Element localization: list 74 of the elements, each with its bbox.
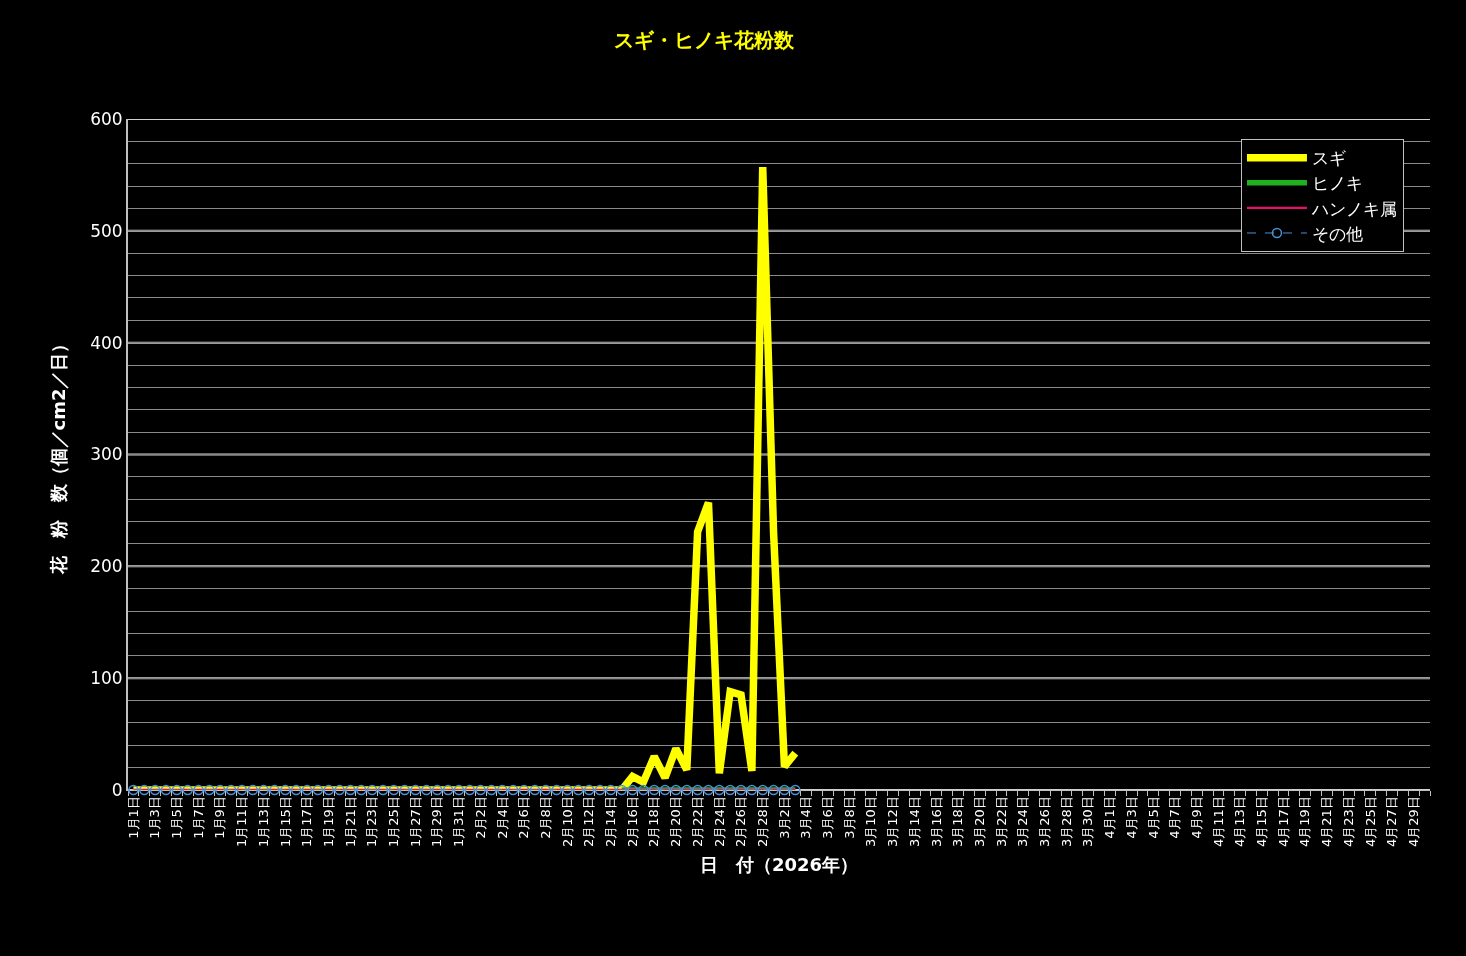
chart-title: スギ・ヒノキ花粉数 (613, 28, 795, 53)
y-tick-label: 0 (111, 779, 123, 800)
legend-label: ヒノキ (1311, 173, 1363, 194)
x-tick-label: 3月4日 (798, 796, 814, 839)
y-tick-label: 300 (90, 444, 123, 465)
legend-label: その他 (1311, 223, 1363, 244)
y-tick-label: 600 (90, 108, 123, 129)
x-tick-label: 4月13日 (1232, 796, 1248, 848)
x-tick-label: 3月14日 (906, 796, 922, 848)
legend-label: スギ (1311, 148, 1346, 169)
x-tick-label: 2月4日 (494, 796, 510, 839)
x-tick-label: 4月27日 (1384, 796, 1400, 848)
x-tick-label: 1月27日 (407, 796, 423, 848)
x-tick-label: 2月14日 (603, 796, 619, 848)
y-tick-label: 100 (90, 668, 123, 689)
x-tick-label: 3月22日 (993, 796, 1009, 848)
y-tick-label: 400 (90, 332, 123, 353)
x-tick-label: 3月28日 (1058, 796, 1074, 848)
x-tick-label: 2月10日 (559, 796, 575, 848)
legend-label: ハンノキ属 (1310, 198, 1397, 219)
x-tick-label: 2月8日 (537, 796, 553, 839)
x-tick-label: 3月8日 (841, 796, 857, 839)
x-tick-label: 3月10日 (863, 796, 879, 848)
x-tick-label: 3月24日 (1015, 796, 1031, 848)
x-tick-label: 3月6日 (820, 796, 836, 839)
x-tick-label: 3月12日 (885, 796, 901, 848)
x-tick-label: 1月31日 (451, 796, 467, 848)
x-tick-label: 3月16日 (928, 796, 944, 848)
x-tick-label: 1月1日 (125, 796, 141, 839)
x-tick-label: 1月23日 (364, 796, 380, 848)
x-tick-label: 2月22日 (689, 796, 705, 848)
x-tick-label: 4月3日 (1123, 796, 1139, 839)
x-tick-label: 4月21日 (1319, 796, 1335, 848)
x-tick-label: 4月23日 (1340, 796, 1356, 848)
x-tick-label: 1月15日 (277, 796, 293, 848)
x-tick-label: 1月3日 (147, 796, 163, 839)
x-tick-label: 1月5日 (169, 796, 185, 839)
x-tick-label: 4月19日 (1297, 796, 1313, 848)
x-tick-label: 3月2日 (776, 796, 792, 839)
x-tick-label: 1月17日 (299, 796, 315, 848)
x-tick-label: 2月26日 (733, 796, 749, 848)
x-tick-label: 1月25日 (386, 796, 402, 848)
x-tick-label: 4月17日 (1275, 796, 1291, 848)
x-tick-label: 4月1日 (1102, 796, 1118, 839)
x-tick-label: 2月28日 (754, 796, 770, 848)
x-tick-label: 1月11日 (234, 796, 250, 848)
x-tick-label: 2月20日 (668, 796, 684, 848)
y-axis-title: 花 粉 数（個／cm2／日） (47, 334, 69, 576)
x-tick-label: 2月2日 (472, 796, 488, 839)
x-tick-label: 3月30日 (1080, 796, 1096, 848)
x-tick-label: 1月21日 (342, 796, 358, 848)
x-tick-label: 3月26日 (1037, 796, 1053, 848)
x-tick-label: 2月6日 (516, 796, 532, 839)
x-tick-label: 4月7日 (1167, 796, 1183, 839)
x-tick-label: 4月25日 (1362, 796, 1378, 848)
x-tick-label: 3月20日 (971, 796, 987, 848)
x-tick-label: 1月7日 (190, 796, 206, 839)
x-tick-label: 4月11日 (1210, 796, 1226, 848)
x-axis-title: 日 付（2026年） (699, 854, 859, 876)
x-tick-label: 2月16日 (624, 796, 640, 848)
x-tick-label: 3月18日 (950, 796, 966, 848)
x-tick-label: 2月12日 (581, 796, 597, 848)
x-tick-label: 4月5日 (1145, 796, 1161, 839)
x-tick-label: 2月24日 (711, 796, 727, 848)
x-tick-label: 2月18日 (646, 796, 662, 848)
x-tick-label: 1月19日 (320, 796, 336, 848)
x-tick-label: 1月13日 (255, 796, 271, 848)
x-tick-label: 4月29日 (1405, 796, 1421, 848)
y-tick-label: 500 (90, 220, 123, 241)
x-tick-label: 1月29日 (429, 796, 445, 848)
x-tick-label: 4月9日 (1188, 796, 1204, 839)
x-tick-label: 4月15日 (1254, 796, 1270, 848)
x-tick-label: 1月9日 (212, 796, 228, 839)
y-tick-label: 200 (90, 556, 123, 577)
